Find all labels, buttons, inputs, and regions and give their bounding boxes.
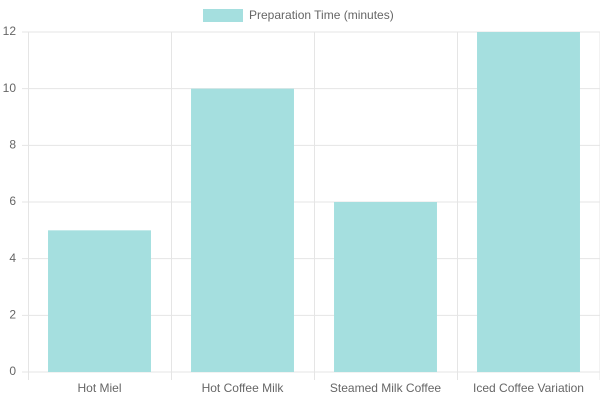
y-tick-label: 12 <box>3 24 17 38</box>
legend-swatch[interactable] <box>203 9 243 22</box>
x-tick-label: Hot Coffee Milk <box>202 381 285 395</box>
y-tick-label: 8 <box>9 138 16 152</box>
legend-label[interactable]: Preparation Time (minutes) <box>249 8 394 22</box>
bar <box>477 32 580 372</box>
y-tick-label: 0 <box>9 364 16 378</box>
x-tick-label: Iced Coffee Variation <box>473 381 584 395</box>
y-tick-label: 6 <box>9 194 16 208</box>
y-tick-label: 2 <box>9 308 16 322</box>
bar <box>191 88 294 373</box>
x-tick-label: Hot Miel <box>77 381 121 395</box>
bar <box>48 230 151 372</box>
bar <box>334 202 437 372</box>
y-tick-label: 4 <box>9 251 16 265</box>
x-tick-label: Steamed Milk Coffee <box>330 381 441 395</box>
y-tick-label: 10 <box>3 81 17 95</box>
